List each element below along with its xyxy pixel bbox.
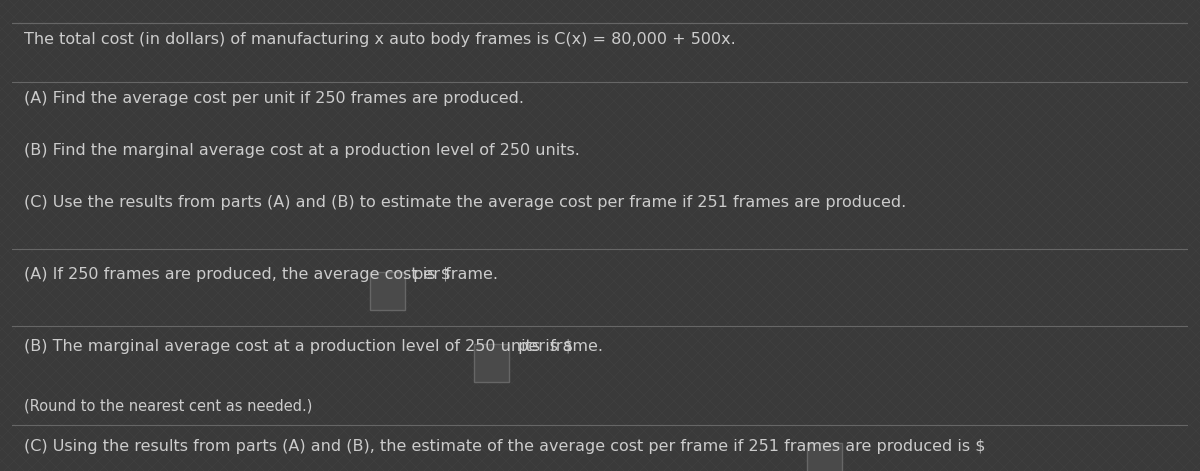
Text: (B) The marginal average cost at a production level of 250 units is $: (B) The marginal average cost at a produ… — [24, 340, 574, 355]
Text: (C) Use the results from parts (A) and (B) to estimate the average cost per fram: (C) Use the results from parts (A) and (… — [24, 195, 906, 210]
Text: per frame.: per frame. — [512, 340, 602, 355]
Bar — [370, 272, 404, 310]
Text: (A) If 250 frames are produced, the average cost is $: (A) If 250 frames are produced, the aver… — [24, 267, 451, 282]
Text: (B) Find the marginal average cost at a production level of 250 units.: (B) Find the marginal average cost at a … — [24, 143, 580, 158]
Text: (A) Find the average cost per unit if 250 frames are produced.: (A) Find the average cost per unit if 25… — [24, 91, 523, 106]
Text: The total cost (in dollars) of manufacturing x auto body frames is C(x) = 80,000: The total cost (in dollars) of manufactu… — [24, 32, 736, 47]
Text: (Round to the nearest cent as needed.): (Round to the nearest cent as needed.) — [24, 398, 312, 413]
Text: (C) Using the results from parts (A) and (B), the estimate of the average cost p: (C) Using the results from parts (A) and… — [24, 439, 985, 454]
Bar — [806, 444, 842, 471]
Text: per frame.: per frame. — [408, 267, 498, 282]
Bar — [474, 344, 509, 382]
